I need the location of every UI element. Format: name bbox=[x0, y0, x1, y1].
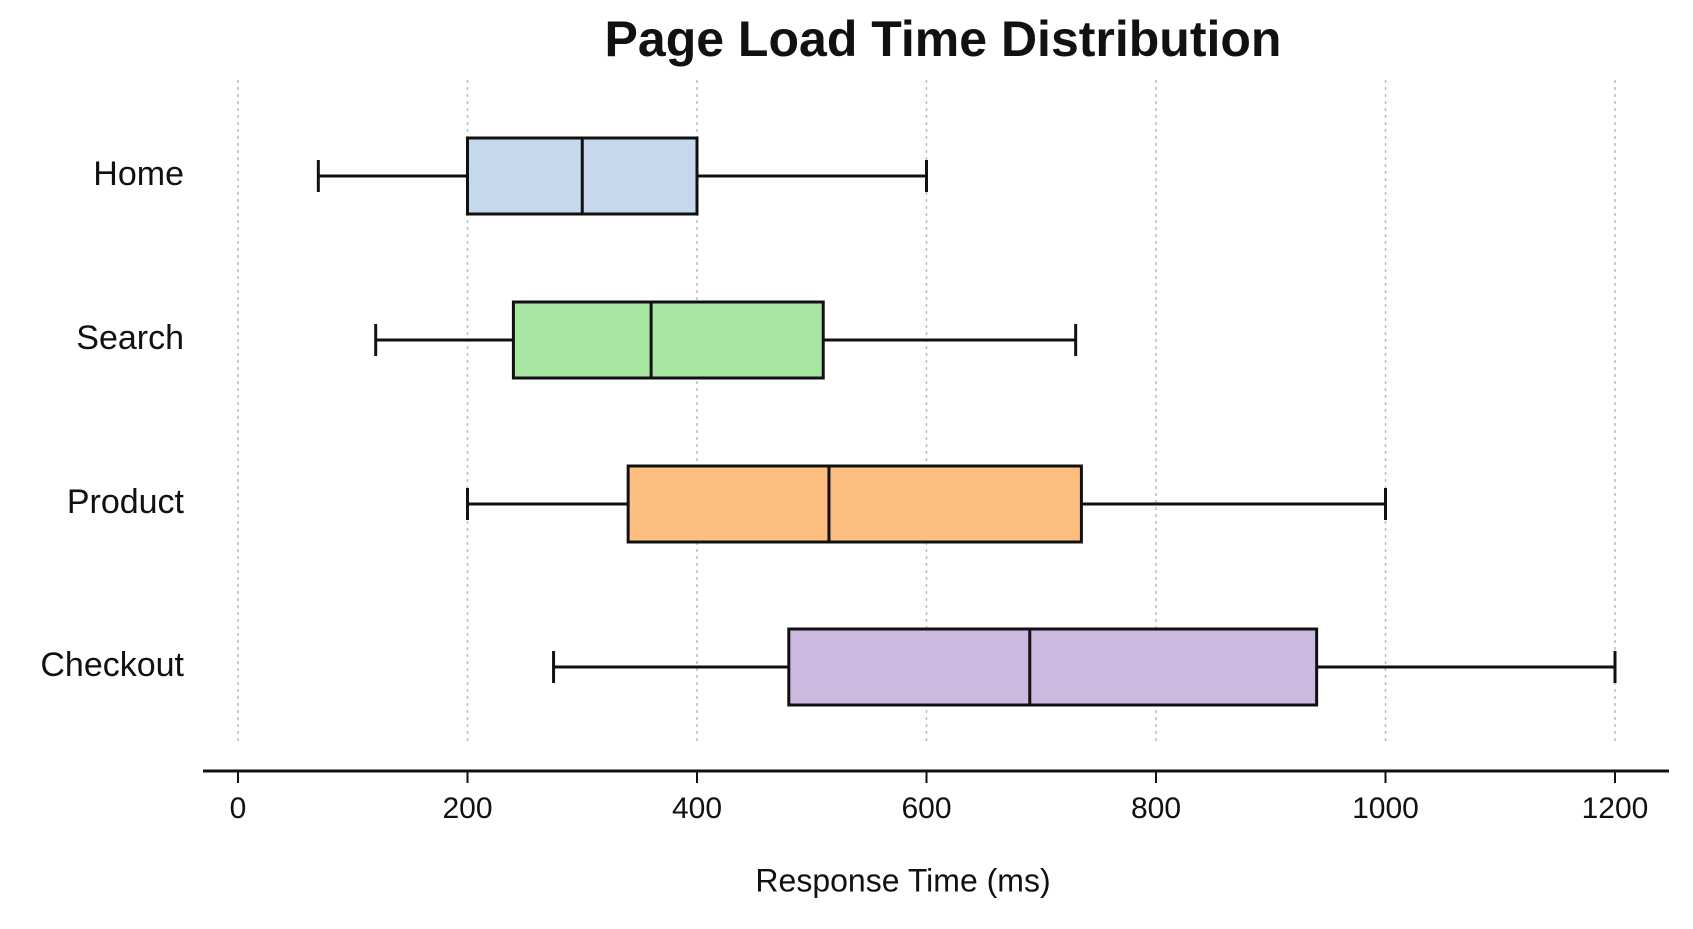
x-tick-label: 200 bbox=[442, 792, 492, 825]
y-tick-label: Search bbox=[76, 319, 184, 357]
x-tick-label: 400 bbox=[672, 792, 722, 825]
chart-title: Page Load Time Distribution bbox=[605, 11, 1282, 67]
y-tick-label: Home bbox=[93, 155, 184, 193]
box bbox=[626, 464, 1083, 544]
y-tick-label: Checkout bbox=[40, 646, 184, 684]
y-tick-label: Product bbox=[67, 483, 185, 521]
x-tick-label: 1000 bbox=[1352, 792, 1419, 825]
x-axis-label: Response Time (ms) bbox=[755, 862, 1050, 898]
x-tick-label: 0 bbox=[230, 792, 247, 825]
x-tick-label: 800 bbox=[1131, 792, 1181, 825]
x-tick-label: 1200 bbox=[1582, 792, 1649, 825]
box bbox=[787, 627, 1319, 707]
box bbox=[511, 300, 825, 380]
x-tick-label: 600 bbox=[901, 792, 951, 825]
